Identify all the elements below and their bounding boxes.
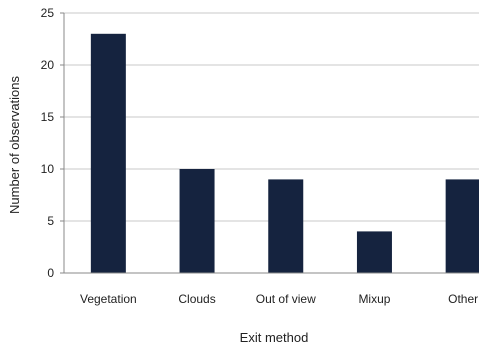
y-tick-label-20: 20 bbox=[41, 58, 55, 72]
y-tick-label-5: 5 bbox=[47, 214, 54, 228]
bar-mixup bbox=[356, 231, 392, 273]
axes bbox=[60, 12, 479, 274]
x-tick-label-other: Other bbox=[448, 292, 478, 306]
y-tick-label-10: 10 bbox=[41, 162, 55, 176]
bar-other bbox=[445, 179, 479, 273]
y-tick-label-0: 0 bbox=[47, 266, 54, 280]
bar-out-of-view bbox=[268, 179, 304, 273]
x-tick-label-mixup: Mixup bbox=[358, 292, 390, 306]
y-tick-labels: 0 5 10 15 20 25 bbox=[41, 6, 55, 280]
bar-clouds bbox=[179, 169, 215, 273]
y-tick-label-15: 15 bbox=[41, 110, 55, 124]
gridlines bbox=[64, 12, 479, 222]
bars bbox=[90, 33, 479, 273]
x-tick-label-vegetation: Vegetation bbox=[80, 292, 137, 306]
x-tick-labels: Vegetation Clouds Out of view Mixup Other bbox=[80, 292, 478, 306]
y-tick-label-25: 25 bbox=[41, 6, 55, 20]
x-tick-label-clouds: Clouds bbox=[178, 292, 215, 306]
bar-vegetation bbox=[90, 33, 126, 273]
y-axis-title: Number of observations bbox=[7, 75, 22, 214]
x-tick-label-out-of-view: Out of view bbox=[256, 292, 316, 306]
x-axis-title: Exit method bbox=[240, 330, 309, 345]
